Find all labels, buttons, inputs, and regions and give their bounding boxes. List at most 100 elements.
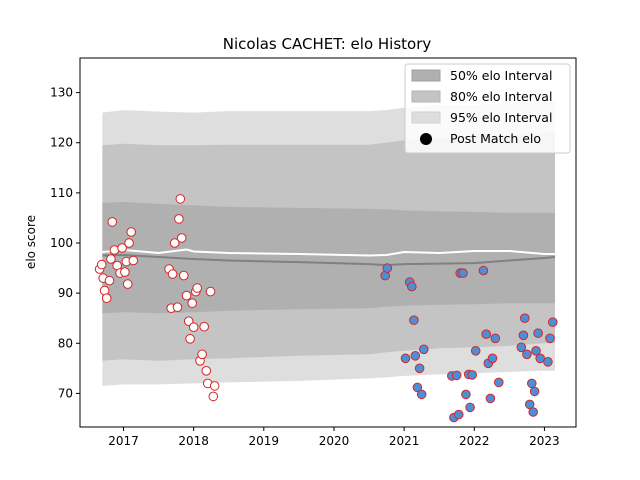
match-point-loss [485,393,496,404]
match-point-win [192,283,202,293]
match-point-loss [543,357,553,367]
match-point-loss [545,333,555,344]
match-point-win [128,255,139,266]
x-tick-label: 2018 [178,434,209,448]
match-point-loss [481,329,492,340]
match-point-loss [409,315,419,326]
x-tick-label: 2019 [249,434,280,448]
y-axis: 70 80 90 100 110 120 130 [50,86,80,400]
match-point-loss [458,268,468,278]
match-point-loss [414,363,425,374]
match-point-win [175,194,186,204]
match-point-win [179,270,189,281]
match-point-win [101,293,112,304]
legend-box [404,63,571,154]
legend-swatch-80 [411,90,441,103]
match-point-loss [528,407,539,417]
x-tick-label: 2023 [529,434,560,448]
match-point-loss [419,344,429,355]
legend-marker-post-match [420,133,432,145]
match-point-win [167,269,178,279]
match-point-loss [490,333,501,344]
match-point-win [117,243,127,253]
match-point-win [169,238,180,248]
match-point-win [106,254,116,264]
mean-elo-line-light [102,248,555,257]
match-point-win [205,286,216,297]
legend-label-80: 80% elo Interval [450,89,552,104]
match-point-loss [470,346,481,356]
match-point-win [174,214,184,224]
x-tick-label: 2017 [108,434,139,448]
match-point-win [172,302,183,313]
match-point-loss [451,370,462,381]
match-point-loss [518,330,529,341]
mean-lines [102,248,556,267]
match-point-win [208,391,219,402]
match-point-win [201,366,212,376]
match-point-win [104,275,115,286]
x-tick-label: 2020 [319,434,350,448]
match-point-loss [467,370,478,380]
match-point-loss [410,351,421,361]
match-point-loss [412,382,423,393]
band-50 [102,201,556,314]
match-point-win [176,233,187,243]
match-point-win [199,321,209,332]
y-tick-label: 110 [50,186,73,200]
legend-swatch-95 [411,111,441,124]
y-axis-label: elo score [24,215,38,269]
legend-swatch-50 [411,69,441,82]
legend-label-95: 95% elo Interval [450,110,552,125]
match-point-loss [478,265,489,276]
x-axis: 2017 2018 2019 2020 2021 2022 2023 [108,427,560,448]
legend-label-post-match: Post Match elo [450,131,541,146]
match-point-loss [516,342,527,353]
x-tick-label: 2021 [389,434,420,448]
match-point-loss [531,346,541,356]
legend-label-50: 50% elo Interval [450,68,552,83]
match-point-loss [494,377,504,388]
match-point-loss [407,281,417,292]
match-point-win [120,267,130,277]
y-tick-label: 100 [50,236,73,250]
match-point-win [122,279,133,289]
match-point-loss [524,399,535,410]
y-tick-label: 80 [58,336,73,350]
match-point-loss [520,313,530,324]
plot-frame [79,57,577,428]
match-point-win [187,298,197,309]
match-point-win [181,290,192,301]
match-point-loss [461,389,471,400]
legend: 50% elo Interval 80% elo Interval 95% el… [404,63,571,154]
match-point-loss [522,349,532,360]
match-point-loss [400,353,411,364]
match-point-win [107,217,118,227]
y-tick-label: 130 [50,86,73,100]
y-tick-label: 70 [58,386,73,400]
match-point-loss [548,317,558,328]
match-point-win [126,227,136,237]
match-point-loss [535,353,546,364]
y-tick-label: 120 [50,136,73,150]
match-point-loss [382,263,393,273]
match-point-win [209,381,220,391]
match-point-loss [416,389,427,400]
match-points [94,194,558,423]
match-point-loss [527,378,537,389]
match-point-win [185,334,195,344]
match-point-loss [454,409,464,420]
match-point-loss [487,353,498,364]
y-tick-label: 90 [58,286,73,300]
match-point-win [197,349,207,360]
match-point-loss [529,386,540,397]
match-point-win [188,322,199,333]
x-tick-label: 2022 [459,434,490,448]
match-point-loss [465,402,475,413]
match-point-win [96,259,107,270]
mean-elo-line [102,253,556,267]
match-point-loss [533,328,543,339]
chart-title: Nicolas CACHET: elo History [223,35,432,53]
interval-bands [102,100,556,386]
